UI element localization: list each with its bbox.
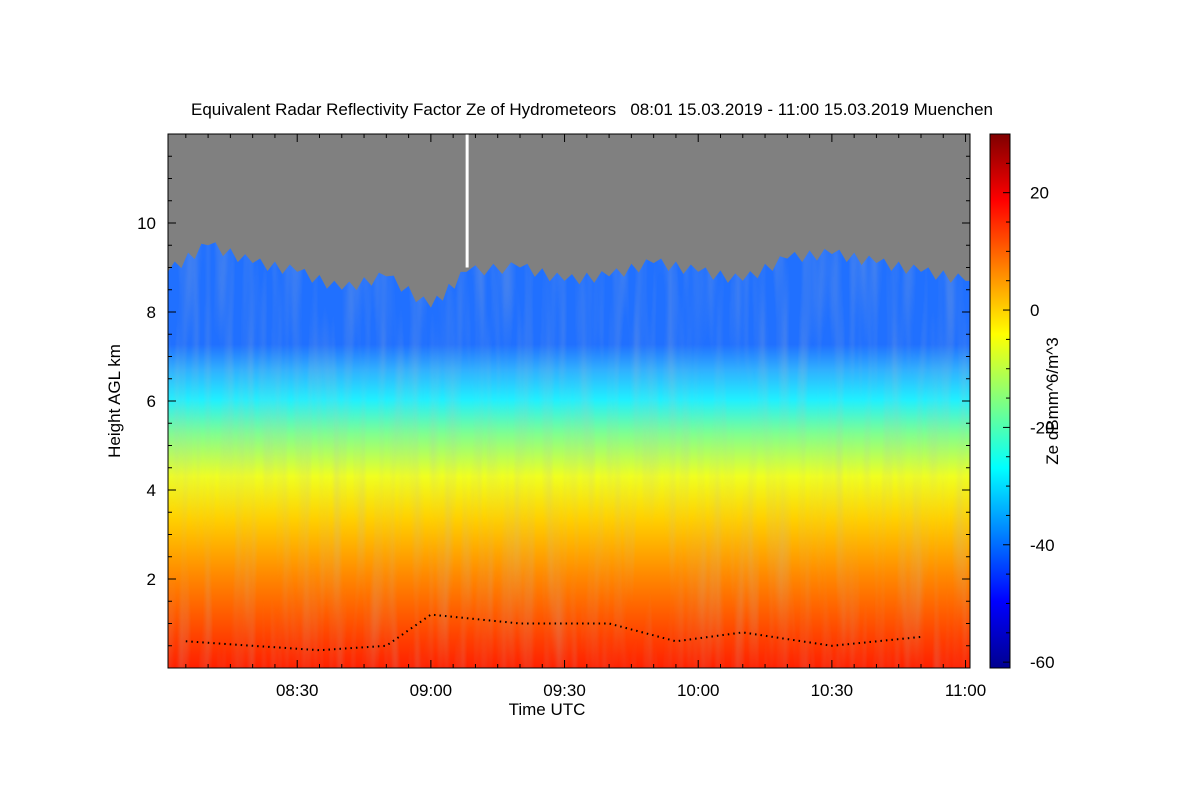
colorbar-tick-label: 0 — [1030, 301, 1039, 320]
y-axis-label: Height AGL km — [105, 344, 124, 458]
x-axis-label: Time UTC — [509, 700, 586, 719]
y-tick-label: 8 — [147, 303, 156, 322]
colorbar-tick-label: 20 — [1030, 184, 1049, 203]
colorbar: 20 0 -20 -40 -60 Ze dBmm^6/m^3 — [989, 133, 1062, 672]
colorbar-tick-label: -20 — [1030, 418, 1055, 437]
x-tick-label: 10:30 — [811, 681, 854, 700]
colorbar-gradient — [989, 133, 1011, 669]
y-tick-label: 4 — [147, 481, 156, 500]
x-tick-label: 09:00 — [410, 681, 453, 700]
chart-title: Equivalent Radar Reflectivity Factor Ze … — [191, 100, 993, 119]
x-tick-label: 11:00 — [945, 681, 986, 700]
y-tick-label: 6 — [147, 392, 156, 411]
data-gap — [465, 134, 469, 268]
y-axis: 2 4 6 8 10 — [137, 155, 970, 647]
colorbar-ticks: 20 0 -20 -40 -60 — [1003, 133, 1055, 672]
colorbar-tick-label: -40 — [1030, 536, 1055, 555]
y-tick-label: 10 — [137, 214, 156, 233]
x-tick-label: 08:30 — [276, 681, 319, 700]
plot-area — [168, 134, 970, 668]
y-tick-label: 2 — [147, 570, 156, 589]
x-tick-label: 10:00 — [677, 681, 720, 700]
x-axis: 08:30 09:00 09:30 10:00 10:30 11:00 — [185, 134, 986, 700]
cloud-base-line — [185, 613, 922, 652]
reflectivity-texture — [168, 242, 970, 668]
colorbar-tick-label: -60 — [1030, 653, 1055, 672]
x-tick-label: 09:30 — [543, 681, 586, 700]
colorbar-label: Ze dBmm^6/m^3 — [1043, 337, 1062, 464]
